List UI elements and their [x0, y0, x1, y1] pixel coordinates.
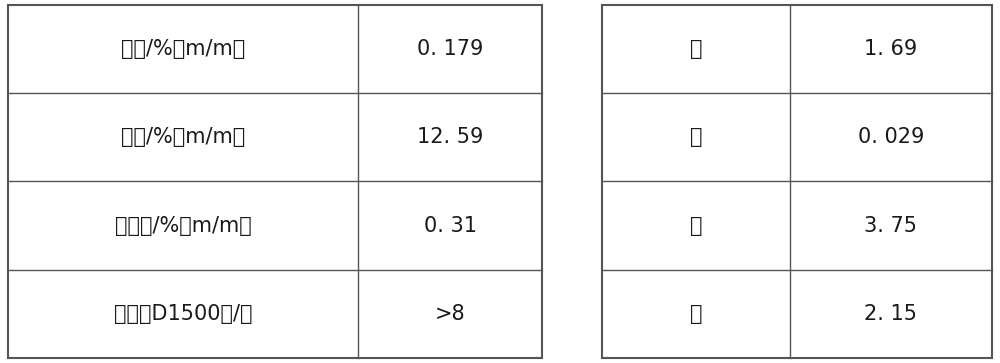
Bar [8, 5, 542, 358]
Text: 钒: 钒 [690, 127, 702, 147]
Text: 0. 029: 0. 029 [858, 127, 924, 147]
Text: 0. 179: 0. 179 [417, 39, 483, 59]
Bar [602, 5, 992, 358]
Text: 胶质/%（m/m）: 胶质/%（m/m） [121, 127, 245, 147]
Text: 氥青质/%（m/m）: 氥青质/%（m/m） [115, 216, 251, 236]
Text: 钓: 钓 [690, 39, 702, 59]
Text: 灰分/%（m/m）: 灰分/%（m/m） [121, 39, 245, 59]
Text: 锶: 锶 [690, 216, 702, 236]
Text: 镁: 镁 [690, 304, 702, 324]
Text: 0. 31: 0. 31 [424, 216, 477, 236]
Text: 3. 75: 3. 75 [864, 216, 918, 236]
Text: 1. 69: 1. 69 [864, 39, 918, 59]
Text: 12. 59: 12. 59 [417, 127, 483, 147]
Text: 色度（D1500）/号: 色度（D1500）/号 [114, 304, 252, 324]
Text: 2. 15: 2. 15 [864, 304, 918, 324]
Text: >8: >8 [435, 304, 465, 324]
